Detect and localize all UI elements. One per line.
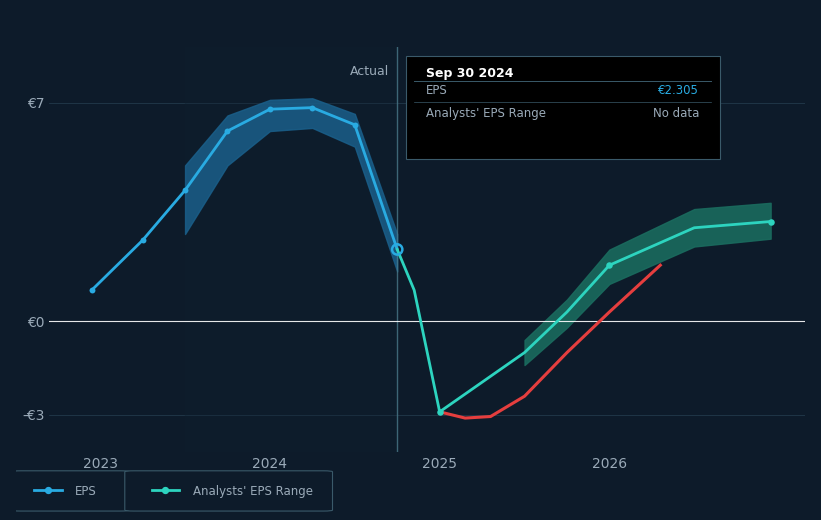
Text: Analysts Forecasts: Analysts Forecasts bbox=[414, 65, 530, 78]
Text: No data: No data bbox=[653, 107, 699, 120]
Text: Analysts' EPS Range: Analysts' EPS Range bbox=[193, 485, 313, 498]
Bar bbox=[185, 47, 397, 452]
FancyBboxPatch shape bbox=[125, 471, 333, 511]
Point bbox=[391, 245, 404, 254]
FancyBboxPatch shape bbox=[11, 471, 130, 511]
Point bbox=[221, 127, 234, 135]
Point bbox=[264, 105, 277, 113]
FancyBboxPatch shape bbox=[406, 56, 720, 159]
Point bbox=[305, 103, 319, 112]
Point bbox=[764, 217, 777, 226]
Text: EPS: EPS bbox=[76, 485, 97, 498]
Text: Sep 30 2024: Sep 30 2024 bbox=[426, 67, 514, 80]
Point bbox=[348, 121, 361, 129]
Point bbox=[603, 261, 616, 269]
Text: EPS: EPS bbox=[426, 84, 447, 97]
Text: Analysts' EPS Range: Analysts' EPS Range bbox=[426, 107, 546, 120]
Point bbox=[178, 186, 191, 194]
Text: Actual: Actual bbox=[350, 65, 388, 78]
Point bbox=[136, 236, 149, 244]
Text: €2.305: €2.305 bbox=[658, 84, 699, 97]
Point bbox=[159, 486, 172, 495]
Point bbox=[85, 286, 99, 294]
Point bbox=[41, 486, 54, 495]
Point bbox=[433, 408, 447, 416]
